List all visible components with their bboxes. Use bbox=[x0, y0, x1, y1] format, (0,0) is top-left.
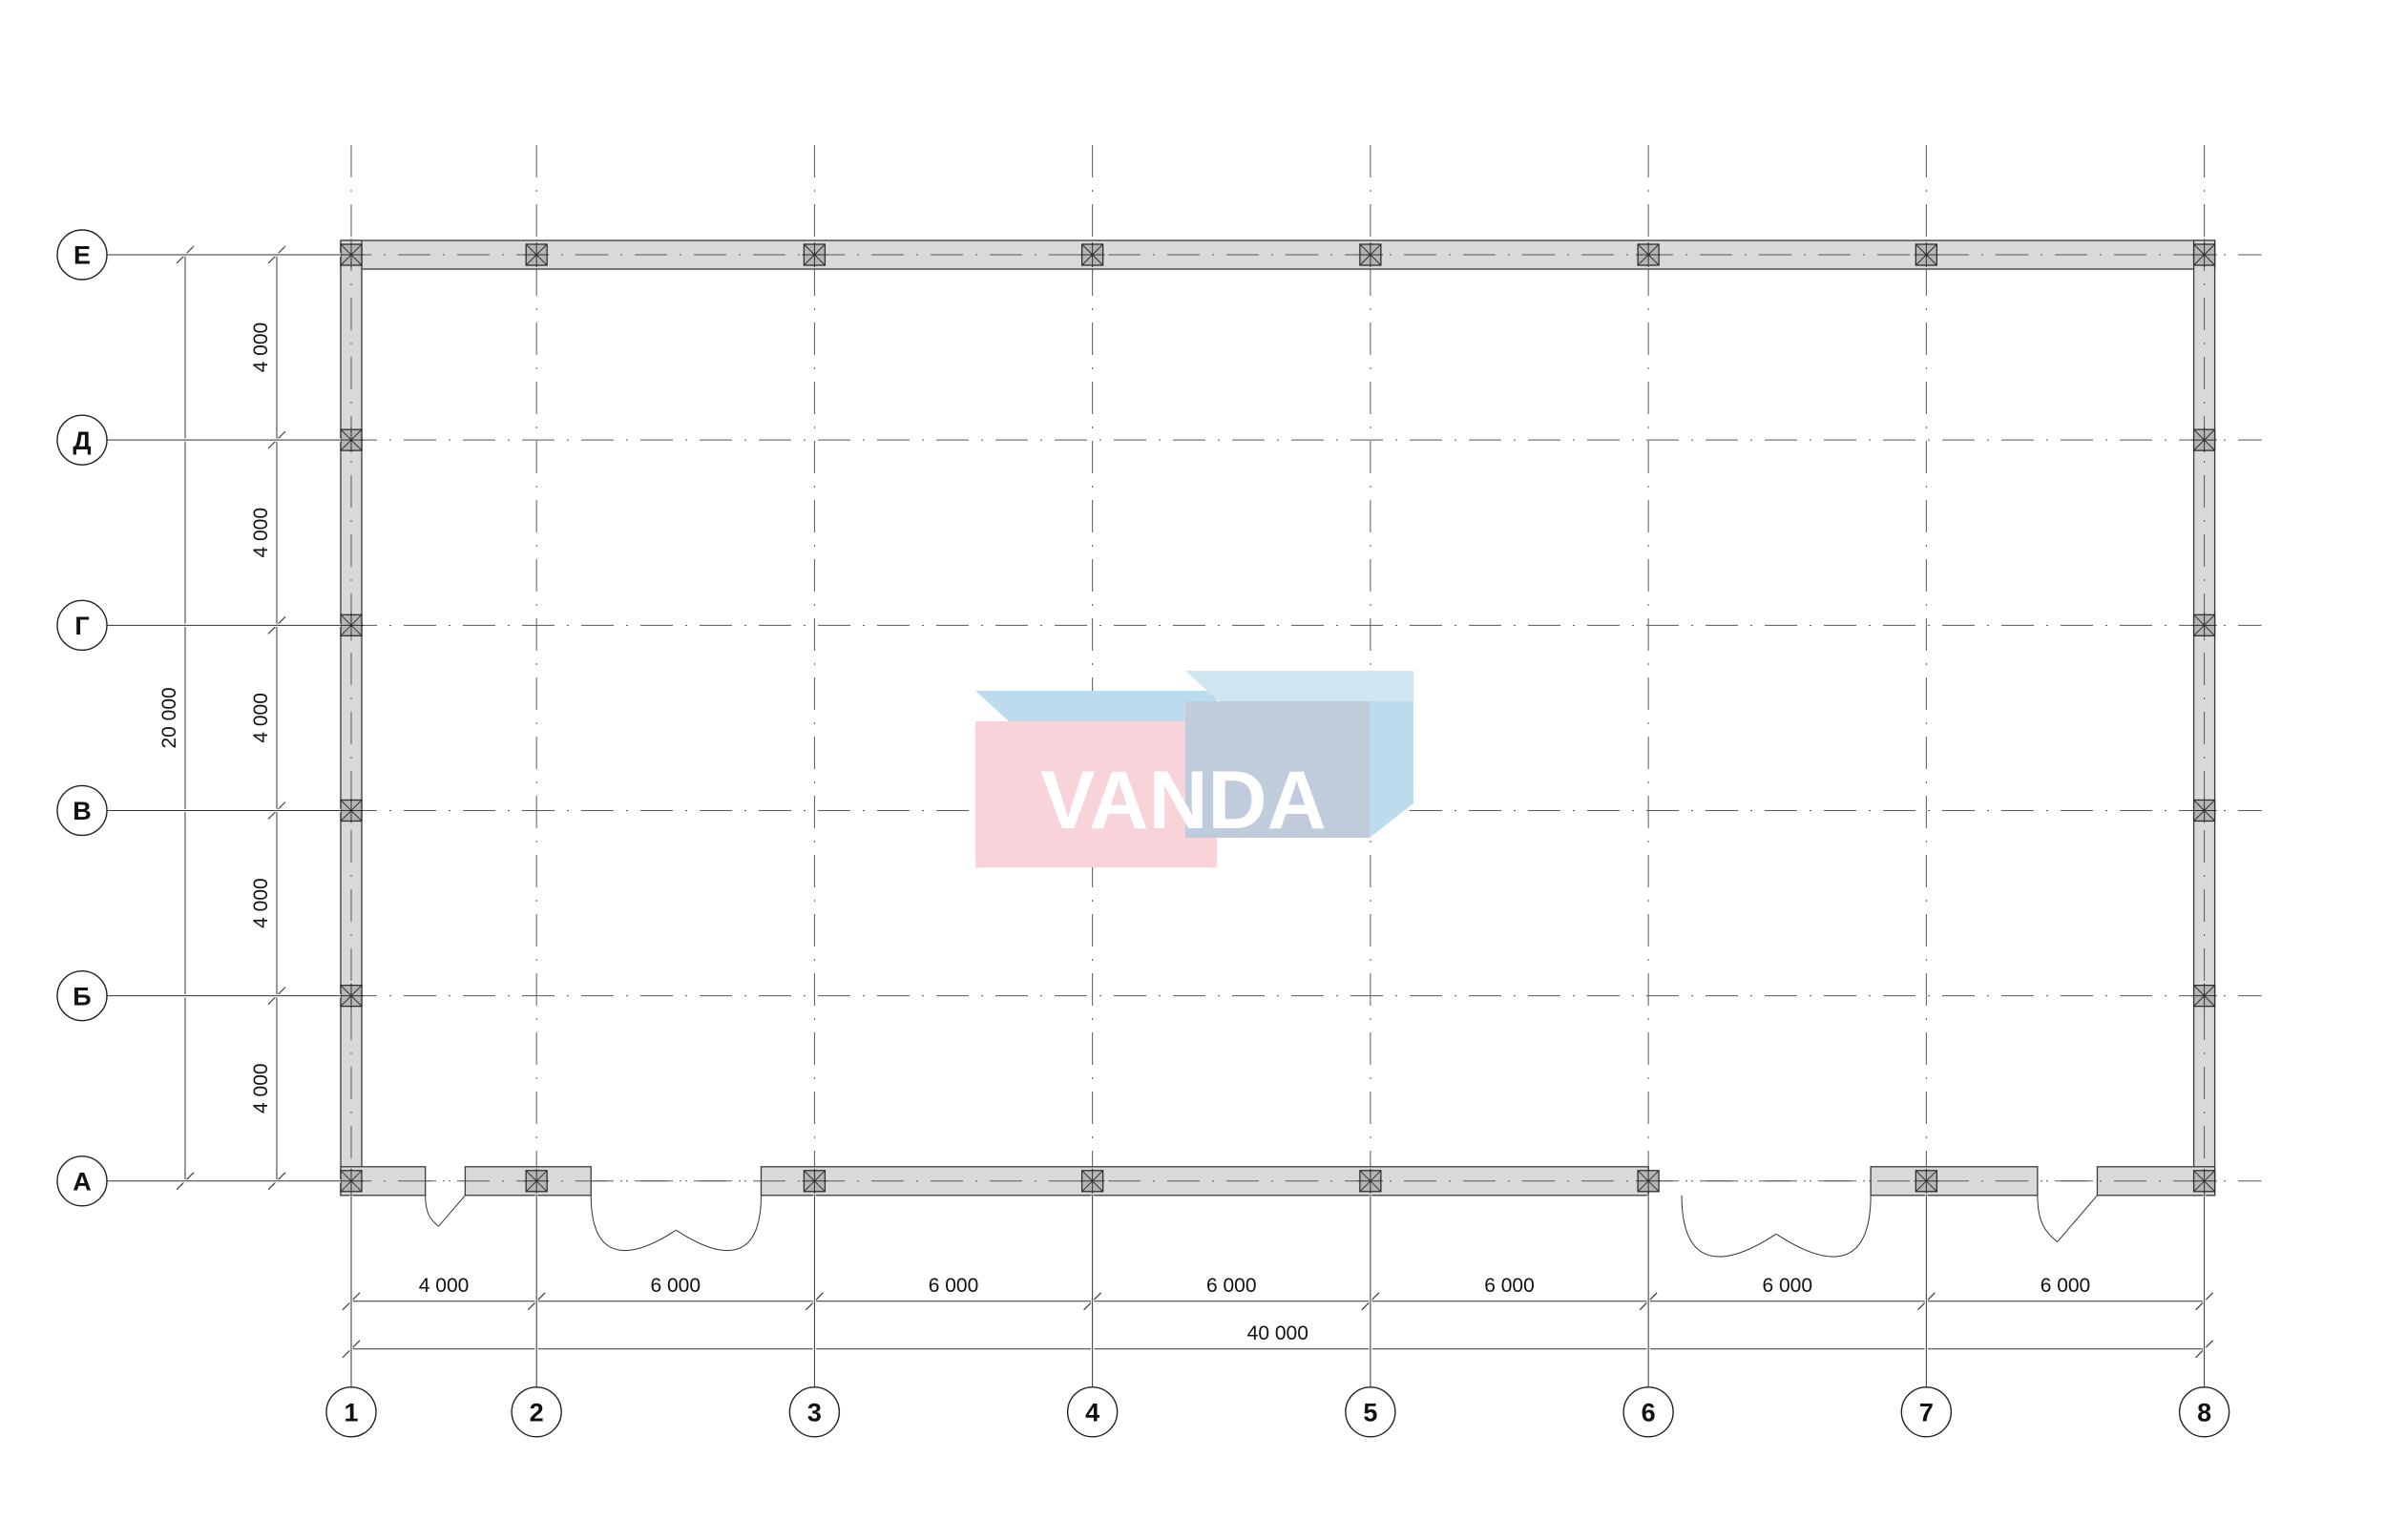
svg-text:6 000: 6 000 bbox=[2041, 1275, 2091, 1297]
svg-text:VANDA: VANDA bbox=[1040, 755, 1326, 846]
svg-text:Е: Е bbox=[73, 241, 91, 270]
svg-text:2: 2 bbox=[530, 1399, 544, 1427]
svg-text:4: 4 bbox=[1085, 1399, 1099, 1427]
svg-text:4 000: 4 000 bbox=[250, 878, 272, 928]
svg-text:Б: Б bbox=[73, 982, 91, 1010]
svg-text:Д: Д bbox=[73, 427, 91, 455]
svg-text:В: В bbox=[73, 797, 92, 825]
svg-text:6: 6 bbox=[1642, 1399, 1656, 1427]
svg-text:6 000: 6 000 bbox=[1762, 1275, 1812, 1297]
svg-text:4 000: 4 000 bbox=[250, 323, 272, 373]
svg-text:4 000: 4 000 bbox=[250, 508, 272, 558]
svg-text:1: 1 bbox=[344, 1399, 358, 1427]
svg-text:А: А bbox=[73, 1168, 92, 1197]
svg-text:40 000: 40 000 bbox=[1247, 1322, 1308, 1344]
svg-text:6 000: 6 000 bbox=[1206, 1275, 1257, 1297]
svg-text:5: 5 bbox=[1363, 1399, 1377, 1427]
svg-text:7: 7 bbox=[1919, 1399, 1934, 1427]
svg-text:4 000: 4 000 bbox=[419, 1275, 470, 1297]
svg-text:6 000: 6 000 bbox=[1484, 1275, 1535, 1297]
svg-text:4 000: 4 000 bbox=[250, 693, 272, 743]
svg-text:4 000: 4 000 bbox=[250, 1063, 272, 1113]
svg-text:3: 3 bbox=[807, 1399, 822, 1427]
svg-text:8: 8 bbox=[2197, 1399, 2211, 1427]
svg-text:Г: Г bbox=[74, 612, 89, 640]
svg-text:6 000: 6 000 bbox=[650, 1275, 701, 1297]
svg-text:20 000: 20 000 bbox=[158, 687, 180, 748]
svg-text:6 000: 6 000 bbox=[929, 1275, 979, 1297]
